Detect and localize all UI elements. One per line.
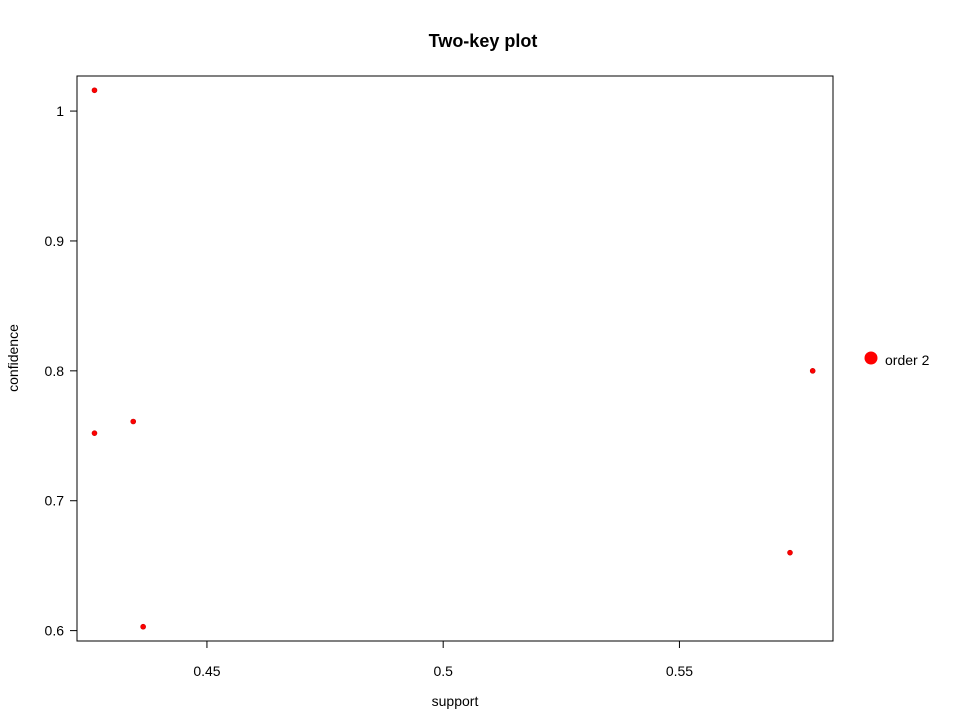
data-point [787, 549, 793, 556]
chart-title: Two-key plot [429, 31, 538, 51]
data-point [809, 368, 816, 374]
y-tick-label: 0.8 [45, 363, 65, 379]
y-axis-label: confidence [5, 324, 21, 392]
y-tick-label: 0.7 [45, 493, 65, 509]
legend: order 2 [864, 351, 930, 368]
y-axis: 0.6 0.7 0.8 0.9 1 [45, 103, 77, 639]
x-tick-label: 0.45 [193, 663, 220, 679]
data-point [91, 87, 98, 94]
data-point [130, 418, 137, 425]
y-tick-label: 1 [56, 103, 64, 119]
plot-frame [76, 75, 834, 642]
x-tick-label: 0.55 [666, 663, 693, 679]
legend-marker-order-2 [864, 351, 878, 365]
legend-label-order-2: order 2 [885, 352, 930, 368]
y-tick-label: 0.6 [45, 623, 65, 639]
data-points [91, 87, 816, 630]
data-point [91, 430, 98, 436]
data-point [140, 623, 146, 630]
x-axis: 0.45 0.5 0.55 [193, 641, 693, 679]
x-tick-label: 0.5 [433, 663, 453, 679]
y-tick-label: 0.9 [45, 233, 65, 249]
x-axis-label: support [432, 693, 479, 709]
